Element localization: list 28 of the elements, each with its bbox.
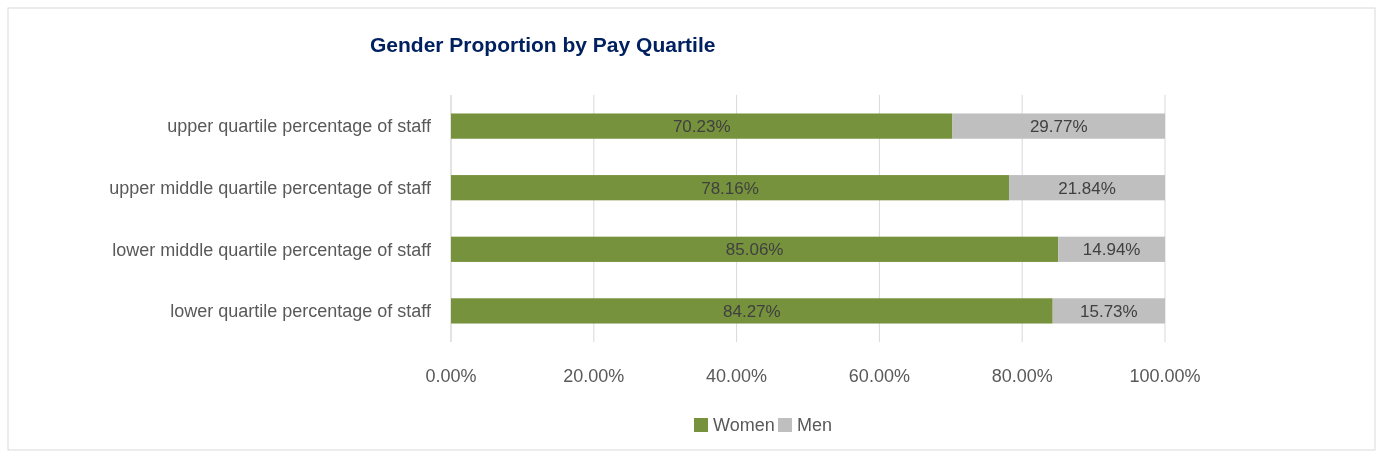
legend-label: Men: [797, 415, 833, 436]
x-tick-label: 20.00%: [563, 366, 625, 387]
data-label: 15.73%: [1080, 301, 1138, 321]
bar: [1052, 298, 1165, 324]
bar: [1009, 175, 1165, 201]
x-tick-label: 60.00%: [848, 366, 910, 387]
x-tick-label: 0.00%: [425, 366, 477, 387]
y-tick-label: upper quartile percentage of staff: [167, 116, 432, 137]
x-tick-label: 80.00%: [991, 366, 1053, 387]
y-tick-label: lower middle quartile percentage of staff: [112, 239, 432, 260]
chart-title: Gender Proportion by Pay Quartile: [370, 33, 716, 56]
data-label: 84.27%: [723, 301, 781, 321]
legend-label: Women: [713, 415, 775, 436]
x-tick-label: 100.00%: [1129, 366, 1201, 387]
bar: [451, 113, 953, 139]
data-label: 14.94%: [1082, 240, 1141, 260]
bar: [451, 175, 1010, 201]
y-tick-label: lower quartile percentage of staff: [170, 301, 432, 322]
bar: [451, 236, 1059, 262]
y-tick-label: upper middle quartile percentage of staff: [109, 178, 432, 198]
data-label: 70.23%: [672, 117, 731, 137]
data-label: 21.84%: [1058, 178, 1116, 198]
bar: [952, 113, 1165, 139]
x-tick-label: 40.00%: [706, 366, 768, 387]
data-label: 85.06%: [725, 240, 784, 260]
data-label: 78.16%: [701, 178, 759, 198]
bar: [451, 298, 1053, 324]
data-label: 29.77%: [1029, 117, 1088, 137]
